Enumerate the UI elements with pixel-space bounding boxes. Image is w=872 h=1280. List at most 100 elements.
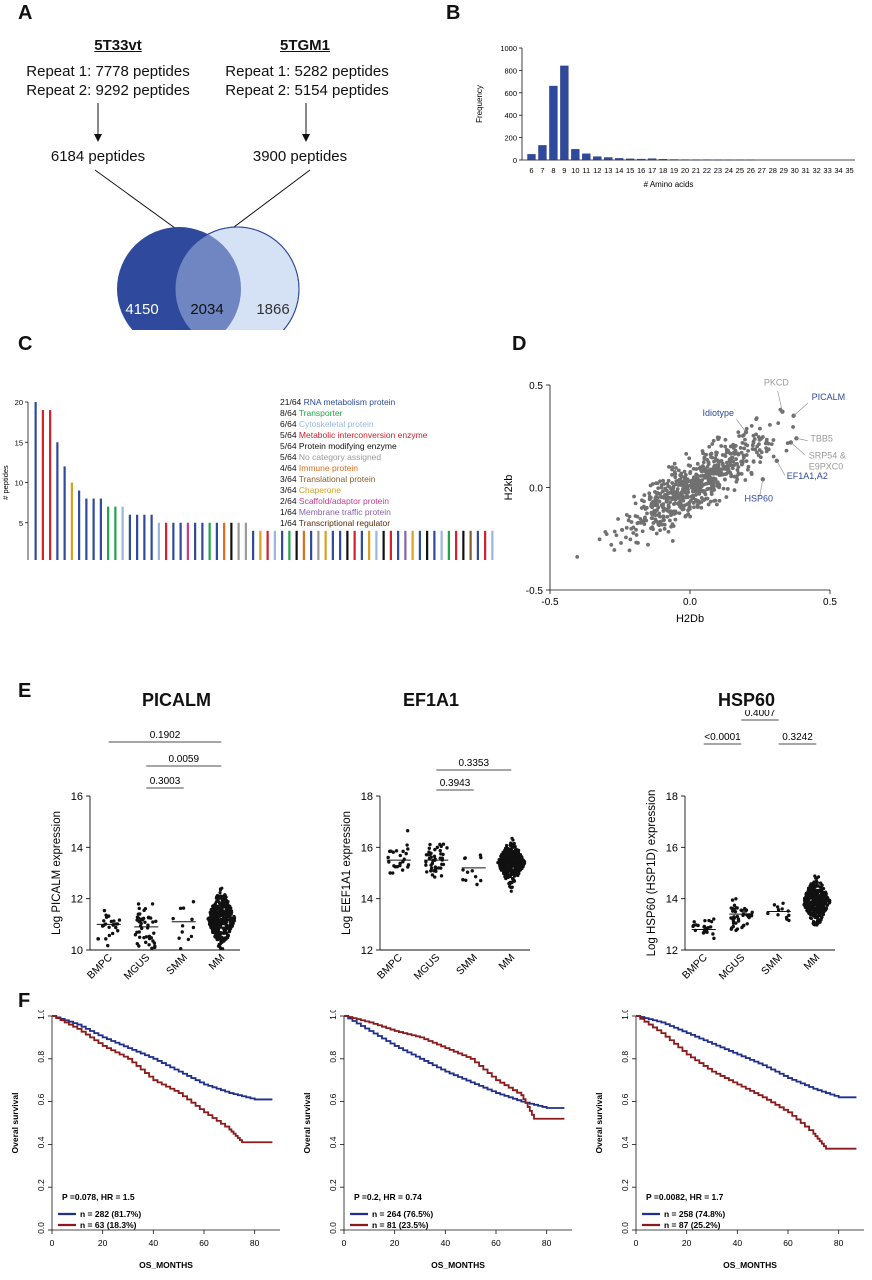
- d-point: [661, 502, 666, 507]
- f-curve-high: [52, 1015, 273, 1101]
- e-point: [827, 898, 831, 902]
- e-point: [436, 866, 441, 870]
- d-point: [656, 486, 661, 491]
- c-bar: [389, 530, 392, 560]
- f-legend-n1: n = 282 (81.7%): [80, 1209, 141, 1219]
- d-point: [706, 468, 711, 473]
- e-point: [212, 906, 217, 910]
- d-point: [663, 486, 668, 491]
- cell-line-left-repeat1: Repeat 1: 7778 peptides: [26, 63, 190, 80]
- e-point: [814, 876, 818, 880]
- e-point: [229, 921, 233, 926]
- f-y-tick: 0.8: [36, 1051, 46, 1063]
- f-stat: P =0.078, HR = 1.5: [62, 1192, 135, 1202]
- e-point: [189, 934, 194, 939]
- e-point: [391, 871, 395, 875]
- e-point: [808, 884, 812, 888]
- c-bar: [237, 522, 240, 560]
- e-point: [729, 916, 733, 920]
- d-point: [653, 503, 658, 508]
- d-point: [678, 504, 682, 509]
- d-point: [667, 464, 671, 469]
- d-point: [695, 481, 700, 486]
- d-point: [661, 514, 666, 519]
- f-x-tick: 80: [834, 1238, 844, 1248]
- d-point: [629, 520, 634, 524]
- e-point: [428, 842, 432, 847]
- e-point: [696, 923, 700, 928]
- e-y-tick: 16: [71, 791, 83, 803]
- d-point: [719, 473, 724, 477]
- d-point: [640, 529, 645, 534]
- e-point: [819, 916, 824, 920]
- c-bar: [447, 530, 450, 560]
- d-point: [710, 442, 715, 446]
- panel-c-bar-chart: 05101520# peptidesRO60RPLCITCHTOPGAPDHRT…: [1, 398, 494, 560]
- b-x-tick: 27: [758, 166, 766, 175]
- e-point: [96, 937, 100, 941]
- d-point: [695, 477, 700, 482]
- d-point: [650, 482, 655, 486]
- d-point: [736, 472, 741, 477]
- e-point: [509, 889, 513, 893]
- f-x-tick: 80: [250, 1238, 260, 1248]
- d-point: [724, 450, 729, 455]
- e-point: [812, 906, 817, 910]
- b-x-tick: 24: [725, 166, 733, 175]
- venn-right-count: 1866: [256, 301, 289, 318]
- c-legend-label: Transcriptional regulator: [298, 518, 391, 528]
- e-x-tick: SMM: [164, 952, 190, 978]
- d-point: [691, 501, 696, 505]
- d-point: [764, 449, 769, 454]
- c-legend-label: Scaffold/adaptor protein: [298, 496, 390, 506]
- e-point: [734, 906, 738, 910]
- cell-line-right-repeat1: Repeat 1: 5282 peptides: [225, 63, 389, 80]
- panel-e-hsp60: 12 14 16 18 Log HSP60 (HSP1D) expression BMPC…: [646, 710, 835, 980]
- c-bar: [157, 522, 160, 560]
- e-point: [221, 919, 225, 923]
- c-bar: [150, 514, 153, 560]
- d-point: [751, 440, 756, 445]
- c-legend-count: 4/64: [280, 463, 299, 473]
- d-point: [763, 441, 768, 446]
- d-y-tick: 0.5: [529, 381, 543, 392]
- b-bar: [538, 145, 547, 161]
- d-point: [597, 537, 602, 542]
- e-point: [406, 865, 410, 869]
- d-point: [647, 491, 652, 496]
- e-point: [391, 850, 395, 854]
- e-point: [461, 868, 465, 872]
- e-point: [429, 869, 433, 873]
- d-point: [713, 477, 718, 482]
- e-pvalue: 0.3353: [458, 758, 489, 769]
- e-point: [511, 877, 515, 882]
- d-point: [674, 466, 678, 470]
- d-point: [706, 462, 711, 467]
- f-legend-n2: n = 81 (23.5%): [372, 1220, 429, 1230]
- c-bar: [85, 498, 88, 560]
- f-y-tick: 0.8: [620, 1051, 630, 1063]
- b-y-label: Frequency: [475, 85, 484, 123]
- e-point: [502, 872, 506, 876]
- e-point: [507, 850, 512, 854]
- c-legend-count: 1/64: [280, 518, 299, 528]
- d-point: [679, 483, 684, 487]
- d-point: [704, 481, 709, 486]
- e-point: [807, 890, 811, 894]
- f-y-tick: 0.6: [36, 1093, 46, 1105]
- d-point: [624, 535, 628, 540]
- d-point: [675, 489, 680, 494]
- d-point: [691, 466, 696, 471]
- d-point: [662, 518, 666, 522]
- b-x-tick: 12: [593, 166, 601, 175]
- c-legend-count: 3/64: [280, 485, 299, 495]
- e-point: [749, 914, 754, 918]
- d-point: [644, 505, 649, 510]
- c-bar: [295, 530, 298, 560]
- d-point: [665, 514, 670, 519]
- f-y-label: Overal survival: [594, 1093, 604, 1154]
- c-bar: [244, 522, 247, 560]
- e-point: [216, 898, 220, 902]
- d-point: [676, 468, 681, 473]
- d-point: [737, 434, 742, 438]
